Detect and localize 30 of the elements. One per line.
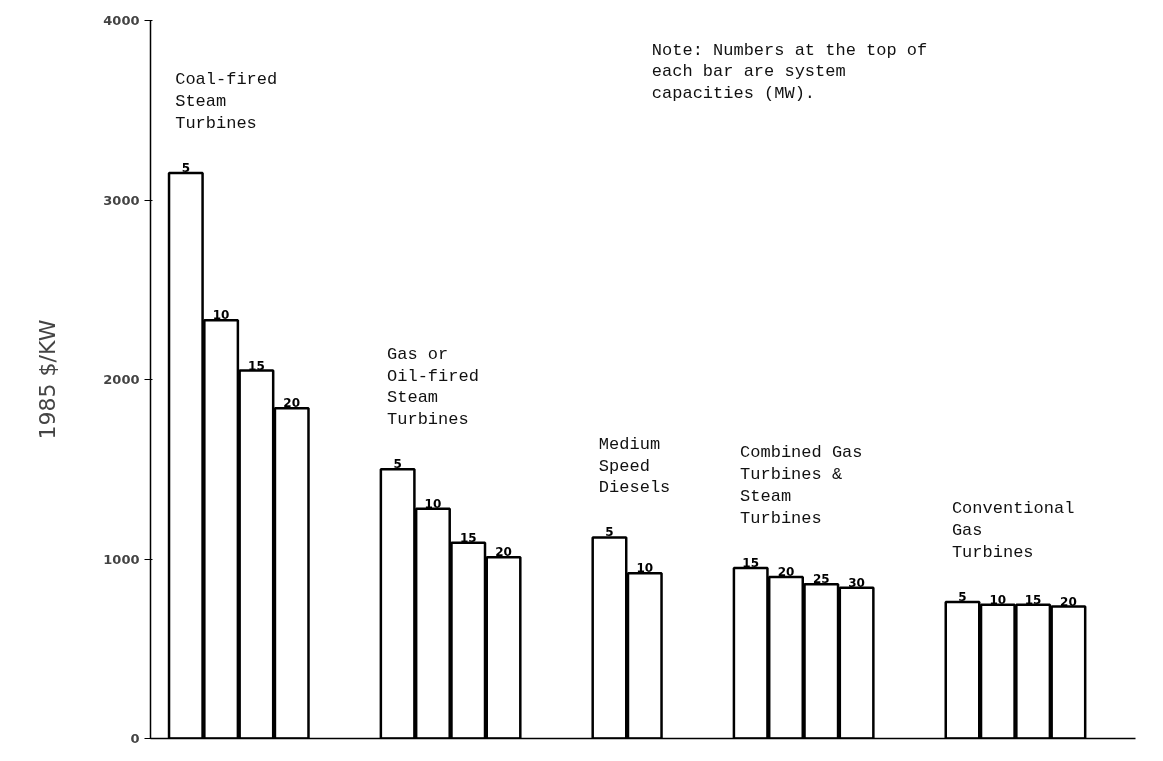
x-tick-label: 5 [393, 457, 402, 472]
x-tick-label: 25 [812, 572, 830, 587]
annotation: Note: Numbers at the top of each bar are system capacities (MW). [651, 40, 928, 104]
text: Combined Gas Turbines & Steam Turbines [740, 443, 863, 528]
x-tick-label: 10 [636, 561, 654, 576]
x-tick-label: 15 [459, 530, 477, 545]
y-tick-label: 0 [130, 731, 140, 746]
x-tick-label: 20 [777, 564, 795, 579]
y-tick-label: 1000 [103, 551, 140, 567]
x-tick-label: 30 [848, 575, 865, 590]
x-tick-label: 10 [989, 592, 1007, 607]
text: Coal-fired Steam Turbines [175, 70, 278, 134]
text: Gas or Oil-fired Steam Turbines [387, 344, 479, 430]
x-tick-label: 5 [958, 590, 967, 605]
y-axis-title: 1985 $/KW [35, 319, 61, 440]
text: Medium Speed Diesels [598, 434, 671, 498]
x-tick-label: 10 [424, 496, 442, 511]
x-tick-label: 20 [1060, 594, 1077, 609]
y-tick-label: 2000 [103, 372, 140, 387]
text: Conventional Gas Turbines [951, 499, 1075, 563]
x-tick-label: 20 [495, 545, 512, 560]
x-tick-label: 15 [742, 555, 760, 570]
y-tick-label: 4000 [103, 13, 140, 28]
x-tick-label: 15 [1024, 592, 1042, 607]
x-tick-label: 10 [212, 308, 230, 323]
x-tick-label: 15 [248, 358, 265, 373]
x-tick-label: 20 [283, 396, 301, 411]
y-tick-label: 3000 [103, 192, 140, 208]
x-tick-label: 5 [605, 525, 614, 540]
x-tick-label: 5 [181, 161, 190, 176]
